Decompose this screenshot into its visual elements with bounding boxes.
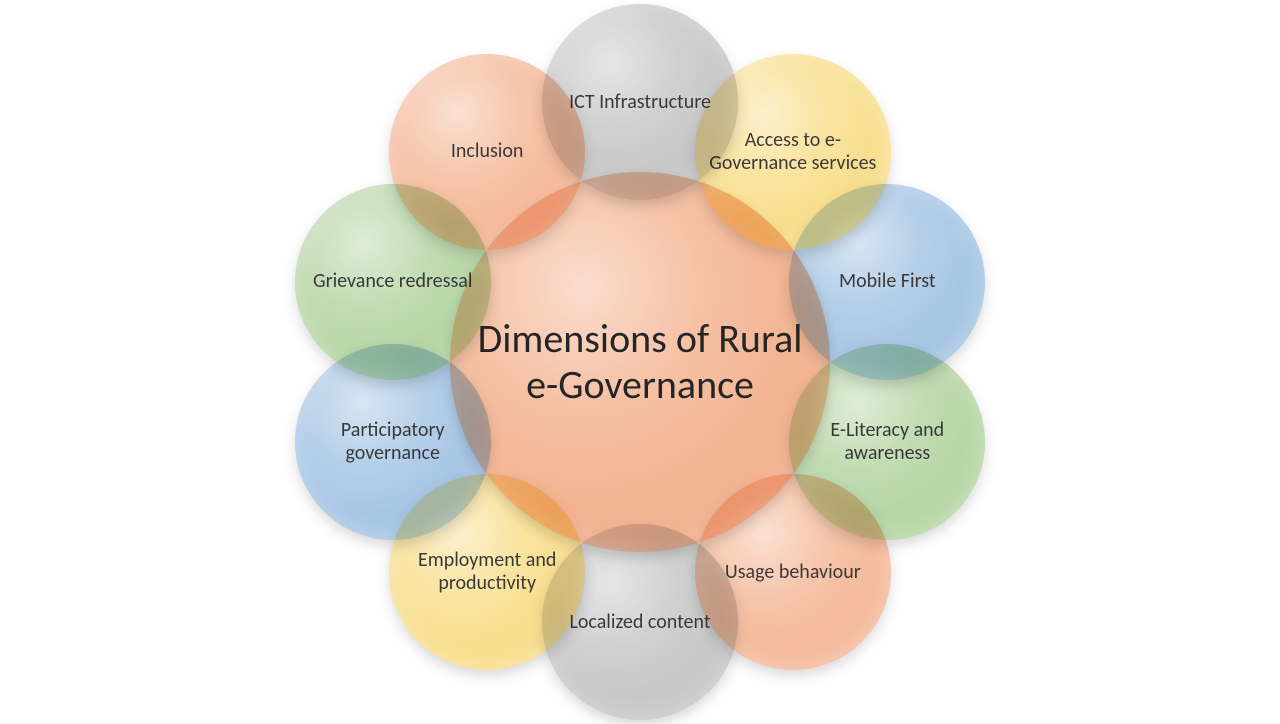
outer-node: Inclusion [389, 54, 585, 250]
center-label: Dimensions of Rural e-Governance [450, 316, 830, 408]
outer-node-label: Access to e-Governance services [695, 129, 891, 175]
outer-node-label: Participatory governance [295, 419, 491, 465]
outer-node-label: Grievance redressal [303, 270, 482, 293]
outer-node-label: Mobile First [829, 270, 946, 293]
outer-node-label: Inclusion [441, 140, 534, 163]
outer-node-label: Employment and productivity [389, 549, 585, 595]
diagram-stage: ICT Infrastructure Access to e-Governance… [0, 0, 1280, 724]
outer-node-label: Usage behaviour [715, 561, 871, 584]
outer-node-label: E-Literacy and awareness [789, 419, 985, 465]
outer-node-label: Localized content [559, 611, 720, 634]
outer-node-label: ICT Infrastructure [559, 91, 721, 114]
